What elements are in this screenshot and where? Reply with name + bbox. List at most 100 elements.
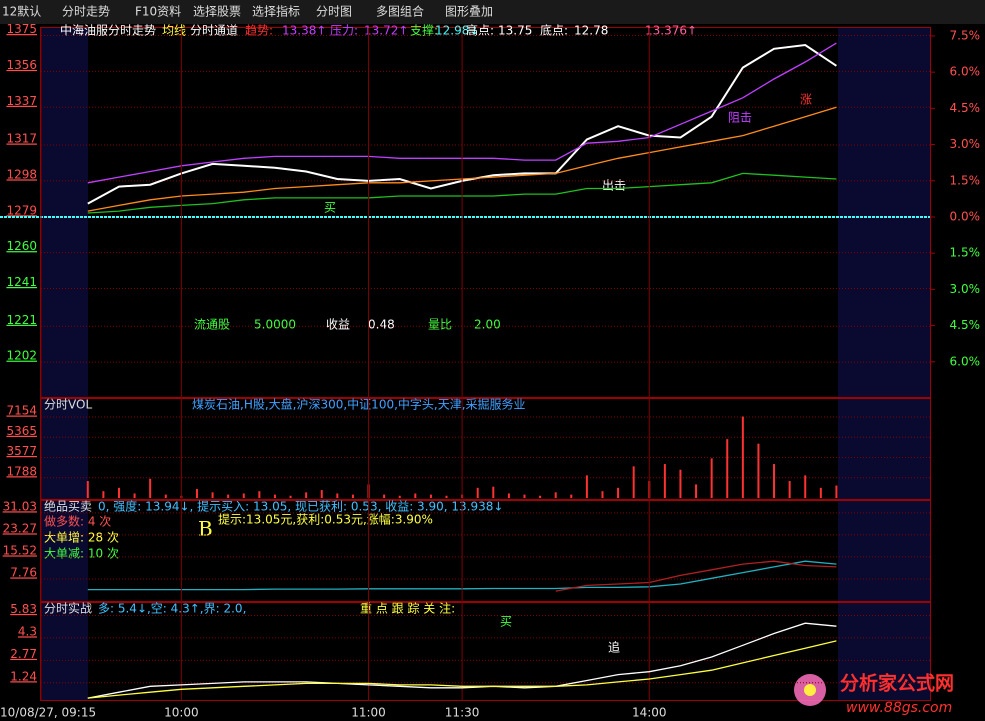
panel-header: 多: 5.4↓,空: 4.3↑,界: 2.0,: [98, 602, 246, 616]
value: 13.376↑: [645, 24, 697, 38]
y-tick-label: 1279: [6, 203, 37, 217]
annotation: 阻击: [728, 111, 752, 125]
volume-bar: [663, 464, 666, 498]
volume-bar: [492, 486, 495, 498]
label: 高点:: [466, 23, 494, 38]
y2-tick-label: 3.0%: [950, 282, 981, 296]
series-line: [87, 640, 837, 699]
value: 12.78: [574, 24, 608, 38]
volume-bar: [133, 493, 136, 498]
volume-bar: [445, 495, 448, 498]
label: 趋势:: [245, 24, 273, 38]
annotation: 2.00: [474, 318, 501, 332]
volume-bar: [507, 493, 510, 498]
y2-tick-label: 6.0%: [950, 354, 981, 368]
volume-bar: [601, 491, 604, 498]
label: 支撑:: [410, 23, 438, 38]
volume-bar: [195, 488, 198, 498]
tab[interactable]: 12默认: [2, 4, 41, 19]
tab[interactable]: 图形叠加: [445, 5, 493, 19]
volume-bar: [227, 494, 230, 498]
label: 底点:: [540, 23, 568, 38]
volume-bar: [788, 481, 791, 498]
y-tick-label: 1375: [6, 22, 37, 36]
tab[interactable]: 分时走势: [62, 5, 110, 19]
y-tick-label: 1356: [6, 58, 37, 72]
value: 13.38↑: [282, 24, 326, 38]
tab[interactable]: F10资料: [135, 5, 181, 19]
volume-bar: [757, 443, 760, 498]
tab[interactable]: 多图组合: [376, 4, 424, 19]
y2-tick-label: 4.5%: [950, 101, 981, 115]
volume-bar: [695, 484, 698, 498]
focus: 重 点 跟 踪 关 注:: [360, 601, 455, 616]
volume-bar: [414, 493, 417, 498]
panel-title: 分时VOL: [44, 398, 92, 412]
volume-bar: [523, 494, 526, 498]
volume-bar: [726, 439, 729, 498]
y-tick-label: 4.3: [18, 624, 37, 638]
value: 13.72↑: [364, 24, 408, 38]
tab[interactable]: 选择指标: [252, 4, 300, 19]
watermark: 分析家公式网 www.88gs.com: [794, 672, 954, 716]
price-header: 中海油服分时走势 均线 分时通道 趋势: 13.38↑ 压力: 13.72↑ 支…: [60, 23, 812, 332]
volume-bar: [117, 487, 120, 498]
stock-title: 中海油服分时走势: [60, 23, 156, 38]
volume-bar: [773, 464, 776, 498]
y-tick-label: 1260: [6, 239, 37, 253]
y-tick-label: 7.76: [10, 565, 37, 579]
volume-bar: [710, 458, 713, 498]
label: 分时通道: [190, 24, 238, 38]
x-tick-label: 11:00: [351, 706, 386, 720]
y-tick-label: 5365: [6, 424, 37, 438]
volume-bar: [554, 492, 557, 498]
annotation: 流通股: [194, 318, 230, 332]
toolbar-buttons: 12默认 分时走势 F10资料 选择股票 选择指标 分时图 多图组合 图形叠加: [2, 4, 493, 19]
annotation: 涨: [800, 92, 812, 107]
y2-tick-label: 4.5%: [950, 318, 981, 332]
y-tick-label: 5.83: [10, 602, 37, 616]
volume-bar: [211, 492, 214, 498]
label: 均线: [162, 24, 186, 38]
after-close-area: [838, 28, 930, 700]
volume-bar: [632, 466, 635, 498]
value: 13.75: [498, 24, 532, 38]
panel-title: 绝品买卖: [44, 499, 92, 514]
annotation: 5.0000: [254, 318, 296, 332]
volume-bar: [336, 493, 339, 498]
panel-header: 0, 强度: 13.94↓, 提示买入: 13.05, 现已获利: 0.53, …: [98, 499, 503, 514]
watermark-title: 分析家公式网: [840, 672, 954, 695]
note: 大单减: 10 次: [44, 547, 119, 561]
tab[interactable]: 分时图: [316, 5, 352, 19]
pre-open-area: [41, 28, 88, 700]
y-tick-label: 7154: [6, 404, 37, 418]
x-tick-label: 14:00: [632, 706, 667, 720]
y2-tick-label: 1.5%: [950, 246, 981, 260]
volume-bar: [351, 494, 354, 498]
volume-bar: [679, 469, 682, 498]
volume-bar: [398, 495, 401, 498]
panel-frames: [40, 27, 931, 701]
volume-bar: [835, 485, 838, 498]
volume-bar: [476, 487, 479, 498]
volume-bar: [289, 495, 292, 498]
y-tick-label: 1221: [6, 313, 37, 327]
volume-bar: [273, 494, 276, 498]
volume-bar: [429, 494, 432, 498]
tab[interactable]: 选择股票: [193, 5, 241, 19]
y2-tick-label: 3.0%: [950, 137, 981, 151]
volume-bar: [164, 494, 167, 498]
series-line: [87, 622, 837, 699]
series-line: [555, 560, 837, 592]
x-tick-label: 10/08/27, 09:15: [0, 706, 96, 720]
annotation: 买: [324, 201, 336, 215]
toolbar: [0, 0, 985, 24]
watermark-url: www.88gs.com: [846, 700, 952, 716]
hint: 提示:13.05元,获利:0.53元,涨幅:3.90%: [218, 512, 433, 527]
buy-marker: B: [198, 517, 213, 541]
y-tick-label: 23.27: [3, 521, 37, 535]
y-tick-label: 1317: [6, 132, 37, 146]
volume-bar: [149, 478, 152, 498]
y2-tick-label: 7.5%: [950, 28, 981, 42]
